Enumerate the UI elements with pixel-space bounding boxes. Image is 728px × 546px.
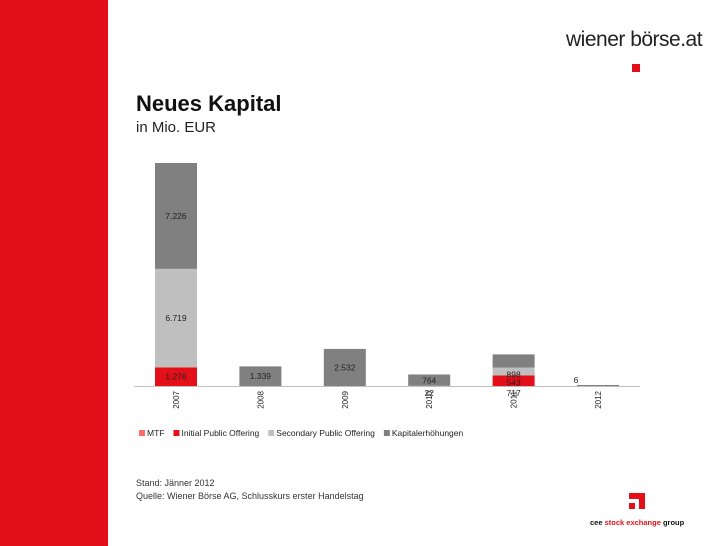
legend-label-initial-public-offering: Initial Public Offering	[181, 428, 259, 438]
chart-title: Neues Kapital	[136, 91, 282, 116]
logo-square-icon	[632, 64, 640, 72]
chart-subtitle: in Mio. EUR	[136, 119, 217, 136]
data-label-2011-secondary-public-offering: 543	[507, 377, 521, 387]
bar-2007-initial-public-offering	[155, 367, 197, 386]
data-label-2010-kapitalerh-hungen: 764	[422, 375, 436, 385]
x-tick-label-2012: 2012	[594, 390, 603, 408]
data-label-2007-kapitalerh-hungen: 7.226	[165, 211, 187, 221]
legend-swatch-secondary-public-offering	[268, 430, 275, 436]
data-label-2012-kapitalerh-hungen: 6	[574, 375, 579, 385]
bar-2007-secondary-public-offering	[155, 268, 197, 368]
bar-2007-kapitalerh-hungen	[155, 163, 197, 269]
x-tick-label-2010: 2010	[425, 390, 434, 408]
legend-swatch-mtf	[139, 430, 145, 436]
data-label-2011-initial-public-offering: 717	[507, 388, 521, 398]
data-label-2011-kapitalerh-hungen: 898	[507, 370, 521, 380]
bar-2008-kapitalerh-hungen	[239, 366, 282, 386]
bar-2010-kapitalerh-hungen	[408, 374, 451, 386]
x-tick-label-2007: 2007	[172, 390, 181, 408]
bar-2011-kapitalerh-hungen	[492, 354, 535, 368]
cee-group-text: cee stock exchange group	[590, 518, 685, 527]
bar-2012-kapitalerh-hungen	[577, 385, 619, 386]
data-label-2007-secondary-public-offering: 6.719	[165, 313, 187, 323]
legend-label-secondary-public-offering: Secondary Public Offering	[276, 428, 375, 438]
legend-swatch-kapitalerh-hungen	[383, 430, 390, 436]
data-label-2010-secondary-public-offering: 22	[424, 388, 434, 398]
x-tick-label-2009: 2009	[341, 390, 350, 408]
cee-group-logo-icon	[629, 493, 645, 509]
legend-label-kapitalerh-hungen: Kapitalerhöhungen	[392, 428, 464, 438]
bar-2009-kapitalerh-hungen	[323, 348, 366, 386]
bar-2011-secondary-public-offering	[492, 367, 535, 376]
data-label-2009-kapitalerh-hungen: 2.532	[334, 362, 356, 372]
footnote-stand: Stand: Jänner 2012	[136, 478, 215, 488]
x-tick-label-2011: 2011	[510, 390, 519, 408]
footnote-source: Quelle: Wiener Börse AG, Schlusskurs ers…	[136, 491, 364, 501]
data-label-2007-initial-public-offering: 1.276	[165, 372, 187, 382]
legend-swatch-initial-public-offering	[173, 430, 180, 436]
x-tick-label-2008: 2008	[256, 390, 265, 408]
data-label-2008-kapitalerh-hungen: 1.339	[250, 371, 272, 381]
brand-side-bar	[0, 0, 108, 546]
bar-2011-initial-public-offering	[492, 375, 535, 386]
wiener-boerse-logo: wiener börse.at	[566, 28, 703, 51]
legend-label-mtf: MTF	[147, 428, 164, 438]
